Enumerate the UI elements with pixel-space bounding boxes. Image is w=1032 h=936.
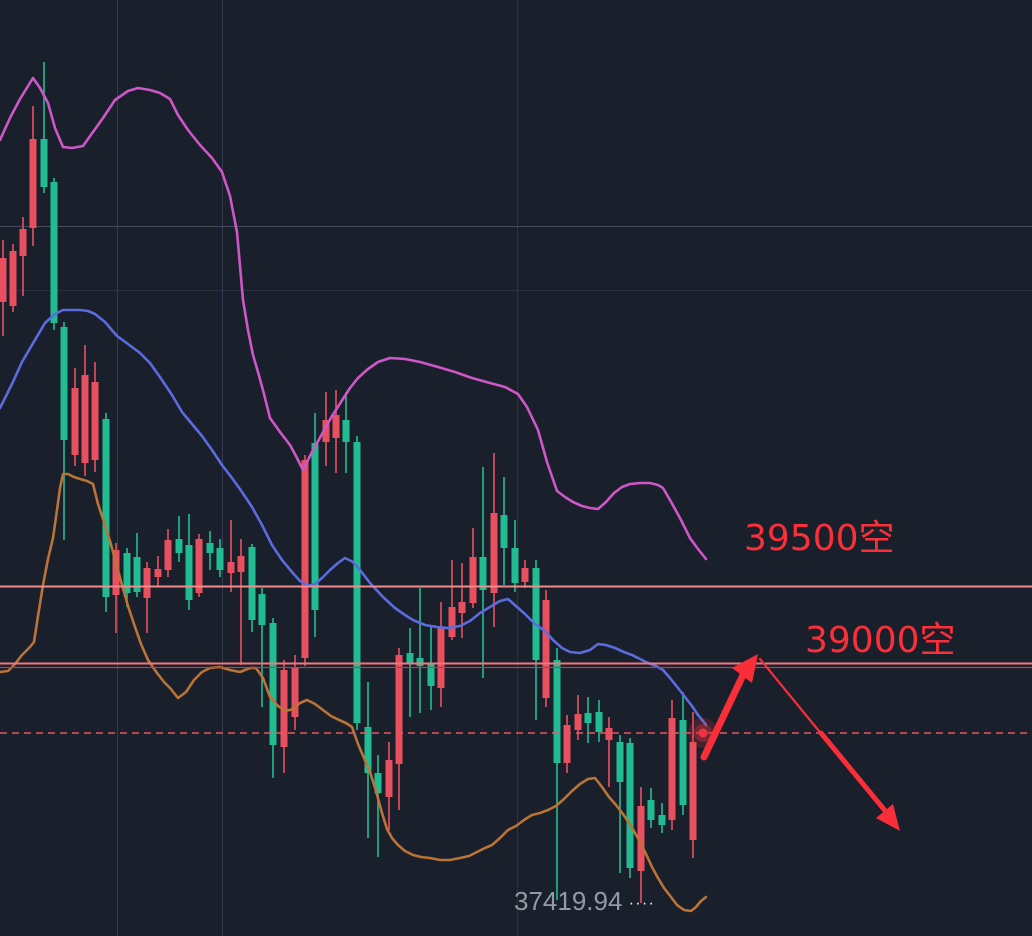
annotation-short-39000[interactable]: 39000空 — [805, 620, 956, 661]
price-countdown-dots: ···· — [628, 893, 656, 912]
last-price-label: 37419.94 ···· — [514, 886, 655, 917]
down-arrow[interactable] — [818, 730, 890, 816]
last-price-value: 37419.94 — [514, 886, 623, 916]
annotation-short-39500[interactable]: 39500空 — [744, 518, 895, 559]
down-arrow-head[interactable] — [876, 804, 900, 831]
down-arrow[interactable] — [758, 657, 825, 738]
up-arrow-head[interactable] — [732, 654, 758, 683]
up-arrow[interactable] — [700, 669, 748, 761]
